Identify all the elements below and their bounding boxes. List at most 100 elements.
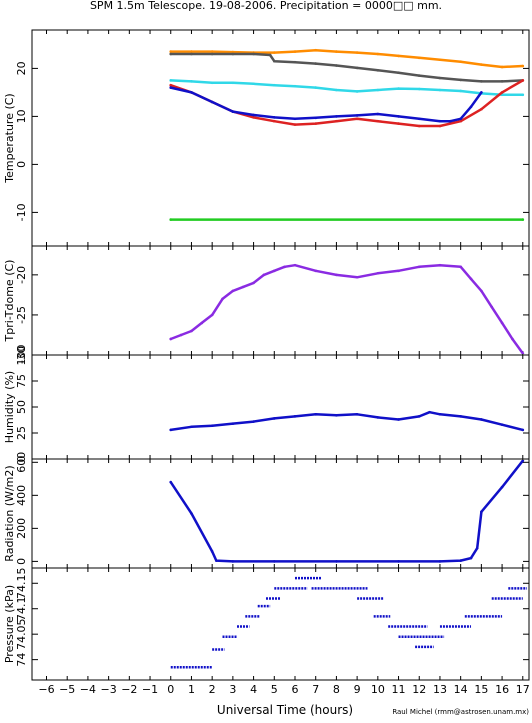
temperature-point <box>397 71 400 75</box>
x-tick-label: 16 <box>495 683 509 696</box>
radiation-ytick-label: 400 <box>15 485 28 506</box>
pressure-axis-label: Pressure (kPa) <box>3 585 16 663</box>
temperature-data <box>169 48 525 221</box>
tpri_tdome-point <box>210 313 214 317</box>
tpri_tdome-point <box>221 297 224 301</box>
x-tick-label: 15 <box>474 683 488 696</box>
temperature-point <box>438 119 442 123</box>
humidity-point <box>480 418 483 421</box>
temperature-point <box>190 80 193 83</box>
radiation-point <box>272 560 276 563</box>
temperature-point <box>521 218 525 221</box>
temperature-point <box>210 50 214 53</box>
tpri_tdome-ytick-label: -25 <box>15 306 28 324</box>
panel-humidity: 0 25 50 75 100 Humidity (%) <box>3 345 530 463</box>
temperature-point <box>459 117 462 121</box>
tpri_tdome-point <box>179 333 183 337</box>
temperature-point <box>252 52 255 56</box>
humidity-point <box>428 410 431 414</box>
x-tick-label: 17 <box>516 683 530 696</box>
tpri_tdome-point <box>231 289 235 293</box>
temperature-point <box>314 116 318 120</box>
humidity-point <box>272 417 276 420</box>
radiation-point <box>169 480 173 484</box>
temperature-point <box>272 83 276 87</box>
tpri_tdome-point <box>272 269 276 273</box>
credit-text: Raul Michel (rmm@astrosen.unam.mx) <box>392 708 529 716</box>
temperature-point <box>169 86 173 89</box>
temperature-point <box>268 53 272 57</box>
tpri_tdome-point <box>469 277 473 281</box>
temperature-point <box>417 117 421 121</box>
temperature-point <box>272 119 276 123</box>
radiation-point <box>335 560 338 563</box>
tpri_tdome-ytick-label: -30 <box>15 346 28 364</box>
x-tick-label: 14 <box>454 683 468 696</box>
temperature-point <box>252 116 255 119</box>
radiation-point <box>475 546 479 550</box>
x-tick-label: 9 <box>354 683 361 696</box>
pressure-frame <box>31 567 530 681</box>
temperature-point <box>376 88 380 92</box>
temperature-point <box>252 113 255 117</box>
temperature-point <box>438 58 442 62</box>
tpri_tdome-point <box>500 321 504 325</box>
radiation-point <box>190 512 193 515</box>
radiation-point <box>500 485 504 489</box>
x-tick-label: 0 <box>167 683 174 696</box>
temperature-point <box>335 50 338 53</box>
x-tick-label: −6 <box>38 683 54 696</box>
temperature-point <box>521 64 525 68</box>
pressure-ytick-label: 74.15 <box>15 568 28 600</box>
humidity-axis-label: Humidity (%) <box>3 371 16 443</box>
humidity-point <box>500 423 504 426</box>
temperature-point <box>355 51 359 54</box>
temperature-point <box>210 100 214 104</box>
pressure-data <box>170 576 527 669</box>
humidity-point <box>335 414 338 417</box>
humidity-point <box>459 415 462 418</box>
temperature-point <box>397 122 400 125</box>
humidity-data <box>169 410 525 432</box>
radiation-ytick-label: 200 <box>15 518 28 539</box>
radiation-point <box>480 510 483 514</box>
humidity-point <box>521 428 525 432</box>
temperature-point <box>417 74 421 77</box>
humidity-point <box>231 422 235 425</box>
x-tick-label: 1 <box>188 683 195 696</box>
temperature-point <box>355 117 359 121</box>
x-tick-label: 7 <box>312 683 319 696</box>
radiation-point <box>521 460 525 462</box>
tpri_tdome-point <box>252 281 255 285</box>
tpri_tdome-point <box>335 273 338 277</box>
temperature-point <box>438 88 442 92</box>
temperature-point <box>376 52 380 56</box>
temperature-point <box>293 117 297 121</box>
tpri_tdome-point <box>200 321 204 325</box>
temperature-point <box>190 91 193 94</box>
tpri_tdome-point <box>314 269 318 273</box>
temperature-point <box>210 81 214 85</box>
x-tick-label: 11 <box>392 683 406 696</box>
temperature-ytick-label: -10 <box>15 203 28 221</box>
radiation-data <box>169 460 525 563</box>
humidity-ytick-label: 50 <box>15 400 28 414</box>
temperature-point <box>169 52 173 56</box>
pressure-ytick-label: 74.05 <box>15 618 28 650</box>
radiation-point <box>231 560 235 563</box>
tpri_tdome-point <box>283 265 286 269</box>
tpri_tdome-ytick-label: -20 <box>15 266 28 284</box>
temperature-point <box>210 52 214 56</box>
temperature-point <box>314 62 318 65</box>
temperature-point <box>293 84 297 88</box>
temperature-point <box>480 80 483 83</box>
temperature-point <box>500 80 504 83</box>
temperature-point <box>417 56 421 60</box>
temperature-ytick-label: 0 <box>15 161 28 168</box>
temperature-point <box>252 82 255 86</box>
temperature-point <box>335 64 338 67</box>
